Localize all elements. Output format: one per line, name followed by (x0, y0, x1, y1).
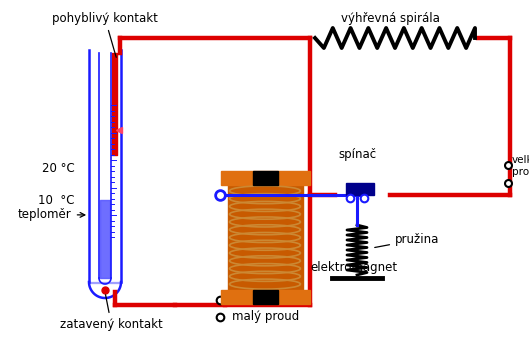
Text: malý proud: malý proud (232, 310, 299, 323)
Text: proud: proud (512, 167, 529, 177)
Text: pružina: pružina (375, 233, 440, 248)
Bar (221, 171, 310, 185)
Bar (221, 290, 310, 304)
Bar (253, 290, 278, 304)
Text: elektromagnet: elektromagnet (310, 262, 397, 275)
Text: 20 °C: 20 °C (42, 162, 75, 175)
Text: velký: velký (512, 154, 529, 165)
Text: teploměr: teploměr (18, 208, 85, 221)
Bar (253, 171, 278, 185)
Bar (346, 183, 374, 195)
Text: zatavený kontakt: zatavený kontakt (60, 295, 163, 331)
Text: spínač: spínač (338, 148, 376, 161)
Text: 10  °C: 10 °C (38, 193, 75, 207)
Text: výhřevná spirála: výhřevná spirála (341, 12, 440, 25)
Bar (228, 185, 303, 290)
Text: pohyblivý kontakt: pohyblivý kontakt (52, 12, 158, 57)
